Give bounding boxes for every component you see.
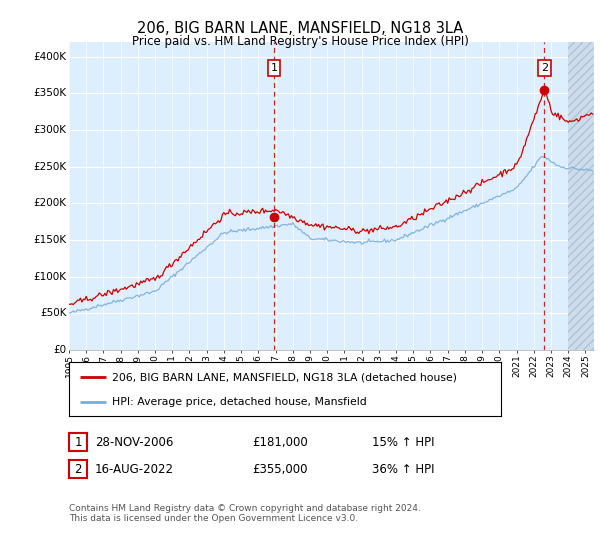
Bar <box>568 42 594 350</box>
Text: 1: 1 <box>74 436 82 449</box>
Text: £300K: £300K <box>34 125 67 135</box>
Text: 36% ↑ HPI: 36% ↑ HPI <box>372 463 434 476</box>
Text: £355,000: £355,000 <box>252 463 308 476</box>
Text: £181,000: £181,000 <box>252 436 308 449</box>
Text: 206, BIG BARN LANE, MANSFIELD, NG18 3LA (detached house): 206, BIG BARN LANE, MANSFIELD, NG18 3LA … <box>112 372 457 382</box>
Text: £150K: £150K <box>33 235 67 245</box>
Text: £200K: £200K <box>34 198 67 208</box>
Bar <box>568 42 594 350</box>
Text: £50K: £50K <box>40 309 67 318</box>
Text: 28-NOV-2006: 28-NOV-2006 <box>95 436 173 449</box>
Text: Contains HM Land Registry data © Crown copyright and database right 2024.
This d: Contains HM Land Registry data © Crown c… <box>69 504 421 524</box>
Text: 2: 2 <box>541 63 548 73</box>
Text: 1: 1 <box>271 63 278 73</box>
Text: £350K: £350K <box>33 88 67 99</box>
Text: 16-AUG-2022: 16-AUG-2022 <box>95 463 174 476</box>
Text: £0: £0 <box>53 345 67 355</box>
Text: £250K: £250K <box>33 162 67 172</box>
Text: Price paid vs. HM Land Registry's House Price Index (HPI): Price paid vs. HM Land Registry's House … <box>131 35 469 48</box>
Text: 206, BIG BARN LANE, MANSFIELD, NG18 3LA: 206, BIG BARN LANE, MANSFIELD, NG18 3LA <box>137 21 463 36</box>
Text: 2: 2 <box>74 463 82 476</box>
Text: £400K: £400K <box>34 52 67 62</box>
Text: HPI: Average price, detached house, Mansfield: HPI: Average price, detached house, Mans… <box>112 397 367 407</box>
Text: £100K: £100K <box>34 272 67 282</box>
Text: 15% ↑ HPI: 15% ↑ HPI <box>372 436 434 449</box>
